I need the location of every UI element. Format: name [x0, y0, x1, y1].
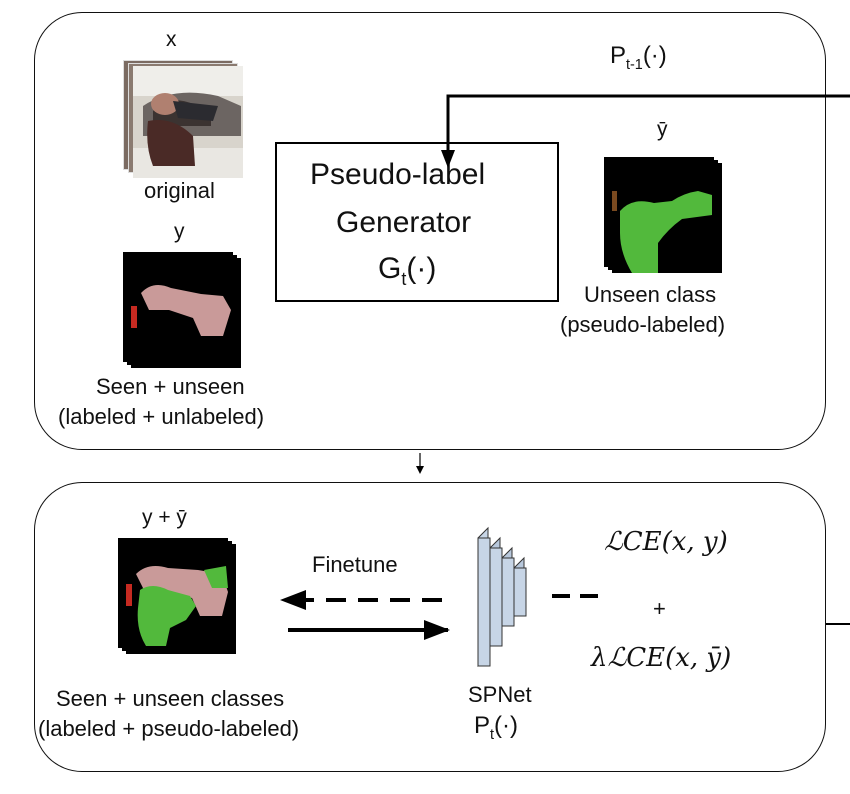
unseen-line2: (pseudo-labeled) [560, 312, 726, 337]
seen-unseen-classes-line1: Seen + unseen classes [56, 686, 285, 711]
seen-unseen-line1: Seen + unseen [96, 374, 245, 399]
ybar-label: ȳ [657, 118, 668, 141]
spnet-label: SPNet [468, 682, 532, 707]
seen-unseen-line2: (labeled + unlabeled) [58, 404, 265, 429]
combined-mask [126, 544, 236, 654]
top-panel [34, 12, 826, 450]
combined-mask-stack [118, 538, 240, 660]
spnet-network-icon [477, 526, 527, 668]
original-image-stack [123, 60, 248, 185]
loss-ce-seen: ℒCE(x, y) [604, 527, 728, 557]
original-label: original [144, 178, 215, 203]
prev-model-label: Pt-1(·) [610, 42, 667, 73]
y-label: y [174, 220, 185, 243]
y-plus-ybar-label: y + ȳ [142, 506, 187, 529]
ybar-mask [612, 163, 722, 273]
finetune-label: Finetune [312, 552, 398, 577]
down-arrow [416, 453, 424, 474]
original-photo [133, 66, 243, 178]
bottom-panel [34, 482, 826, 772]
generator-line1: Pseudo-label [310, 158, 486, 191]
loss-plus: + [653, 596, 666, 621]
y-mask [131, 258, 241, 368]
generator-line2: Generator [336, 206, 472, 239]
loss-ce-pseudo: λℒCE(x, ȳ) [591, 643, 732, 673]
pseudo-label-generator-box [275, 142, 559, 302]
generator-symbol: Gt(·) [378, 252, 437, 289]
x-label: x [166, 28, 177, 51]
unseen-line1: Unseen class [584, 282, 717, 307]
y-mask-stack [123, 252, 248, 374]
spnet-symbol: Pt(·) [474, 712, 518, 743]
ybar-mask-stack [604, 157, 726, 279]
seen-unseen-classes-line2: (labeled + pseudo-labeled) [38, 716, 300, 741]
feedback-arrow [441, 94, 850, 168]
